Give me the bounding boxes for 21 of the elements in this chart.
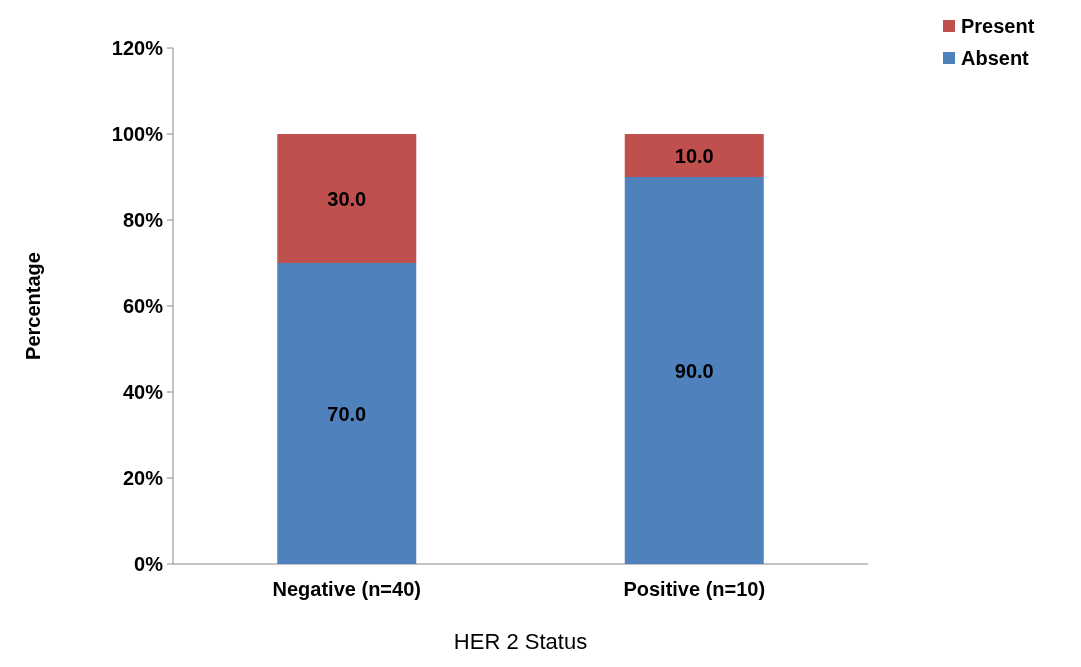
- y-tick-label: 40%: [122, 381, 164, 403]
- y-tick-label: 60%: [122, 295, 164, 317]
- y-tick-label: 20%: [122, 467, 164, 489]
- data-label: 10.0: [674, 144, 714, 167]
- legend-label: Present: [961, 15, 1035, 37]
- x-tick-label: Positive (n=10): [623, 578, 766, 600]
- data-label: 30.0: [327, 187, 367, 210]
- bar: [277, 134, 417, 263]
- x-axis-title: HER 2 Status: [453, 629, 588, 654]
- bar: [277, 263, 417, 564]
- x-tick-label: Negative (n=40): [272, 578, 421, 600]
- data-label: 70.0: [327, 402, 367, 425]
- data-label: 90.0: [674, 359, 714, 382]
- legend-label: Absent: [961, 47, 1030, 69]
- bar: [624, 177, 764, 564]
- y-tick-label: 80%: [122, 209, 164, 231]
- y-tick-label: 120%: [111, 37, 164, 59]
- bar: [624, 134, 764, 177]
- y-tick-label: 100%: [111, 123, 164, 145]
- y-tick-label: 0%: [134, 553, 164, 575]
- y-axis-title: Percentage: [22, 252, 44, 360]
